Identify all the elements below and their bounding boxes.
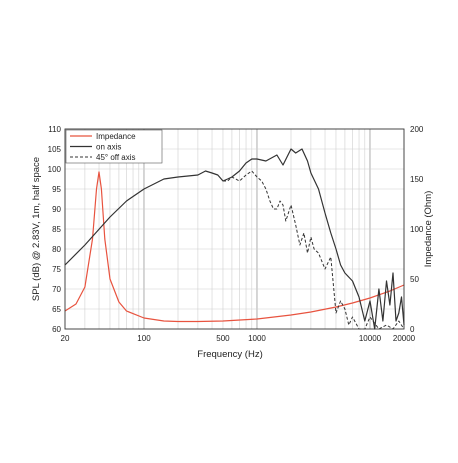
y2-tick-label: 150 bbox=[410, 175, 424, 184]
tick-layer: 60 65 70 75 80 85 90 95 100 105 110 0 50 100 150 200 20 1… bbox=[48, 125, 424, 343]
x-tick-label: 10000 bbox=[359, 334, 382, 343]
legend-label-impedance: Impedance bbox=[96, 132, 136, 141]
y-tick-label: 105 bbox=[48, 145, 62, 154]
x-tick-label: 20000 bbox=[393, 334, 416, 343]
series-line-0 bbox=[64, 171, 405, 323]
y-tick-label: 75 bbox=[52, 265, 61, 274]
y-tick-label: 90 bbox=[52, 205, 61, 214]
legend: Impedance on axis 45° off axis bbox=[65, 129, 163, 164]
y-tick-label: 60 bbox=[52, 325, 61, 334]
y2-tick-label: 0 bbox=[410, 325, 415, 334]
y-tick-label: 85 bbox=[52, 225, 61, 234]
y-axis-title: SPL (dB) @ 2.83V, 1m, half space bbox=[31, 157, 42, 301]
legend-label-off-axis: 45° off axis bbox=[96, 153, 136, 162]
y-tick-label: 95 bbox=[52, 185, 61, 194]
y2-tick-label: 100 bbox=[410, 225, 424, 234]
series-line-1 bbox=[64, 148, 405, 330]
x-tick-label: 20 bbox=[61, 334, 70, 343]
legend-label-on-axis: on axis bbox=[96, 143, 121, 152]
y-tick-label: 110 bbox=[48, 125, 61, 134]
x-tick-label: 100 bbox=[137, 334, 151, 343]
y-tick-label: 100 bbox=[48, 165, 62, 174]
y2-axis-title: Impedance (Ohm) bbox=[423, 191, 434, 268]
y-tick-label: 80 bbox=[52, 245, 61, 254]
x-tick-label: 500 bbox=[216, 334, 230, 343]
y2-tick-label: 200 bbox=[410, 125, 424, 134]
y-tick-label: 65 bbox=[52, 305, 61, 314]
x-axis-title: Frequency (Hz) bbox=[197, 349, 262, 360]
y2-tick-label: 50 bbox=[410, 275, 419, 284]
y-tick-label: 70 bbox=[52, 285, 61, 294]
series-layer bbox=[64, 148, 405, 330]
x-tick-label: 1000 bbox=[248, 334, 266, 343]
plot-frame bbox=[64, 128, 405, 330]
